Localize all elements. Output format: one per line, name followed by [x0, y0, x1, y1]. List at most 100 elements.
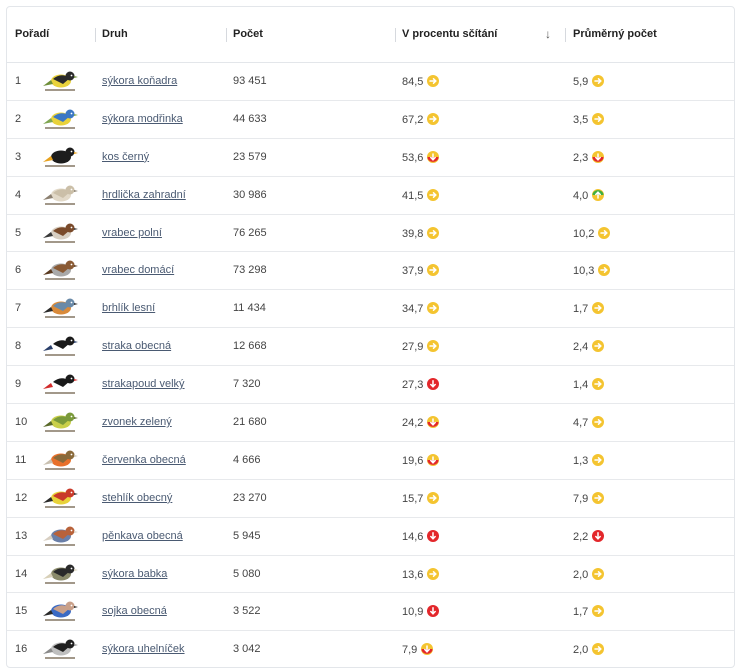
table-row: 2 sýkora modřinka 44 633 67,2 3,5: [7, 101, 734, 139]
rank-cell: 7: [15, 302, 22, 315]
trend-slight-increase-icon: [592, 188, 605, 201]
percent-value: 39,8: [402, 227, 424, 240]
count-cell: 30 986: [233, 188, 267, 201]
trend-slight-decrease-icon: [427, 453, 440, 466]
arrow-down-icon[interactable]: ↓: [545, 27, 551, 41]
average-cell: 4,0: [573, 188, 605, 202]
trend-stable-icon: [427, 188, 440, 201]
percent-value: 67,2: [402, 113, 424, 126]
trend-slight-decrease-icon: [592, 150, 605, 163]
percent-cell: 10,9: [402, 605, 440, 618]
header-percent[interactable]: V procentu sčítání: [402, 28, 498, 40]
average-value: 4,7: [573, 417, 589, 430]
species-link[interactable]: vrabec domácí: [102, 264, 175, 277]
average-value: 10,3: [573, 265, 595, 278]
percent-cell: 27,9: [402, 340, 440, 354]
magpie-icon: [41, 331, 81, 361]
percent-cell: 19,6: [402, 453, 440, 467]
percent-cell: 14,6: [402, 529, 440, 543]
average-cell: 3,5: [573, 112, 605, 126]
species-link[interactable]: hrdlička zahradní: [102, 188, 186, 201]
percent-value: 15,7: [402, 492, 424, 505]
rank-cell: 8: [15, 340, 22, 353]
species-link[interactable]: strakapoud velký: [102, 378, 185, 391]
trend-stable-icon: [427, 491, 440, 504]
percent-value: 27,3: [402, 379, 424, 392]
trend-stable-icon: [592, 302, 605, 315]
percent-value: 27,9: [402, 341, 424, 354]
average-cell: 10,3: [573, 264, 611, 278]
percent-value: 7,9: [402, 644, 418, 657]
average-cell: 2,2: [573, 529, 605, 543]
table-row: 6 vrabec domácí 73 298 37,9 10,3: [7, 252, 734, 291]
trend-stable-icon: [427, 264, 440, 277]
rank-cell: 6: [15, 264, 22, 277]
species-link[interactable]: brhlík lesní: [102, 302, 156, 315]
house-sparrow-icon: [41, 255, 81, 285]
table-row: 1 sýkora koňadra 93 451 84,5 5,9: [7, 63, 734, 101]
trend-stable-icon: [592, 567, 605, 580]
header-rank[interactable]: Pořadí: [15, 28, 50, 40]
trend-stable-icon: [592, 340, 605, 353]
percent-cell: 13,6: [402, 567, 440, 581]
species-link[interactable]: zvonek zelený: [102, 416, 172, 429]
blackbird-icon: [41, 142, 81, 172]
rank-cell: 16: [15, 643, 28, 656]
count-cell: 11 434: [233, 302, 266, 315]
average-cell: 1,4: [573, 378, 605, 391]
percent-value: 14,6: [402, 530, 424, 543]
count-cell: 7 320: [233, 378, 261, 391]
count-cell: 21 680: [233, 416, 267, 429]
trend-stable-icon: [427, 75, 440, 87]
species-link[interactable]: sojka obecná: [102, 605, 167, 618]
woodpecker-icon: [41, 369, 81, 399]
average-cell: 2,0: [573, 567, 605, 581]
species-link[interactable]: pěnkava obecná: [102, 529, 183, 542]
chaffinch-icon: [41, 521, 81, 551]
header-species[interactable]: Druh: [102, 28, 128, 40]
header-divider: [226, 28, 227, 42]
trend-stable-icon: [592, 453, 605, 466]
percent-cell: 7,9: [402, 643, 434, 657]
trend-stable-icon: [427, 112, 440, 125]
species-link[interactable]: sýkora modřinka: [102, 112, 183, 125]
rank-cell: 1: [15, 75, 22, 87]
percent-cell: 41,5: [402, 188, 440, 202]
header-count[interactable]: Počet: [233, 28, 263, 40]
species-link[interactable]: vrabec polní: [102, 226, 162, 239]
percent-value: 84,5: [402, 76, 424, 88]
tree-sparrow-icon: [41, 218, 81, 248]
species-link[interactable]: červenka obecná: [102, 453, 186, 466]
trend-stable-icon: [592, 605, 605, 618]
trend-stable-icon: [598, 264, 611, 277]
average-value: 3,5: [573, 113, 589, 126]
table-row: 10 zvonek zelený 21 680 24,2 4,7: [7, 404, 734, 442]
species-link[interactable]: sýkora uhelníček: [102, 643, 185, 656]
rank-cell: 15: [15, 605, 28, 618]
table-row: 14 sýkora babka 5 080 13,6 2,0: [7, 556, 734, 594]
header-divider: [395, 28, 396, 42]
average-cell: 2,0: [573, 643, 605, 656]
trend-stable-icon: [592, 643, 605, 656]
trend-slight-decrease-icon: [427, 150, 440, 163]
species-link[interactable]: stehlík obecný: [102, 491, 173, 504]
rank-cell: 14: [15, 567, 28, 580]
species-link[interactable]: sýkora koňadra: [102, 75, 178, 87]
species-link[interactable]: kos černý: [102, 150, 150, 163]
count-cell: 76 265: [233, 226, 267, 239]
rank-cell: 13: [15, 529, 28, 542]
count-cell: 5 945: [233, 529, 261, 542]
species-link[interactable]: straka obecná: [102, 340, 172, 353]
header-average[interactable]: Průměrný počet: [573, 28, 657, 40]
blue-tit-icon: [41, 104, 81, 134]
trend-stable-icon: [592, 378, 605, 391]
trend-decrease-icon: [592, 529, 605, 542]
species-link[interactable]: sýkora babka: [102, 567, 168, 580]
trend-slight-decrease-icon: [421, 643, 434, 656]
trend-stable-icon: [592, 112, 605, 125]
average-value: 5,9: [573, 76, 589, 88]
percent-cell: 34,7: [402, 302, 440, 315]
average-value: 7,9: [573, 492, 589, 505]
count-cell: 93 451: [233, 75, 267, 87]
table-row: 9 strakapoud velký 7 320 27,3 1,4: [7, 366, 734, 405]
